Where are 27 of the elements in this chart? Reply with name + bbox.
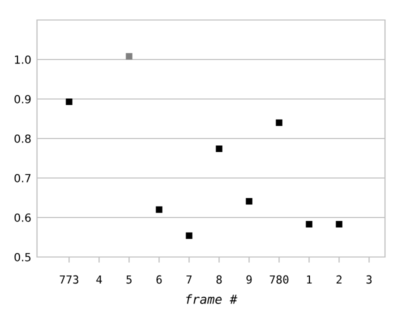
point <box>246 198 252 205</box>
x-axis-title: frame # <box>186 294 238 304</box>
point <box>66 98 72 106</box>
x-tick-label: 5 <box>126 275 132 284</box>
y-tick-label: 0.9 <box>14 94 31 104</box>
x-tick-label: 9 <box>246 275 252 284</box>
point <box>306 220 312 228</box>
point <box>336 220 342 228</box>
x-tick-label: 2 <box>336 275 342 284</box>
x-tick-label: 4 <box>96 275 102 284</box>
y-tick-label: 0.6 <box>14 213 31 222</box>
y-tick-label: 0.8 <box>14 134 31 143</box>
point <box>276 119 282 126</box>
y-tick-label: 1.0 <box>14 55 31 64</box>
x-tick-label: 780 <box>270 275 288 284</box>
y-tick-label: 0.7 <box>14 174 30 182</box>
y-tick-label: 0.5 <box>14 252 30 262</box>
point <box>186 232 192 239</box>
point <box>156 206 162 213</box>
x-tick-label: 6 <box>156 275 162 284</box>
x-tick-label: 7 <box>186 275 192 284</box>
point <box>216 146 222 152</box>
x-tick-label: 8 <box>216 275 222 284</box>
x-tick-label: 3 <box>366 275 372 284</box>
point <box>126 53 132 60</box>
x-tick-label: 1 <box>307 275 312 284</box>
x-tick-label: 773 <box>60 275 78 284</box>
